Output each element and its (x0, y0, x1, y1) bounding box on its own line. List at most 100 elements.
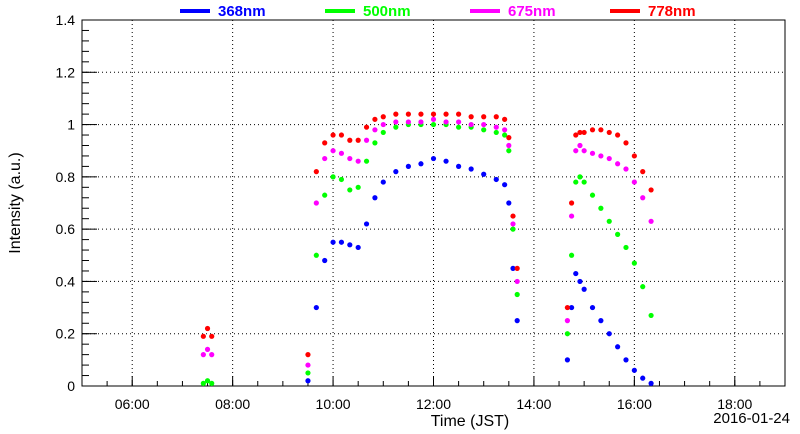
data-point (640, 284, 646, 290)
data-point (581, 179, 587, 185)
data-point (372, 116, 378, 122)
data-point (347, 155, 353, 162)
data-point (456, 119, 462, 125)
data-point (615, 231, 621, 237)
data-point (568, 213, 575, 219)
data-point (330, 148, 336, 154)
data-point (204, 346, 211, 352)
data-point (577, 142, 583, 149)
data-point (322, 257, 328, 264)
data-point (564, 357, 571, 363)
data-point (305, 370, 311, 376)
data-point (506, 142, 512, 149)
data-point (322, 140, 328, 146)
x-axis-title: Time (JST) (431, 413, 510, 430)
data-point (631, 179, 637, 185)
data-point (430, 116, 437, 122)
plot-frame (81, 19, 786, 387)
data-point (393, 124, 399, 130)
data-point (481, 127, 487, 133)
data-point (418, 161, 424, 167)
data-point (564, 331, 571, 337)
data-point (481, 171, 487, 177)
legend-label: 500nm (363, 3, 411, 20)
data-point (363, 221, 370, 227)
data-point (338, 150, 345, 156)
x-tick-label: 16:00 (617, 396, 652, 412)
data-point (209, 352, 215, 358)
data-point (330, 239, 336, 245)
data-point (631, 153, 637, 159)
data-point (606, 155, 612, 162)
data-point (405, 111, 411, 117)
data-point (564, 304, 571, 311)
data-point (493, 124, 499, 130)
data-point (355, 244, 361, 251)
data-point (372, 140, 378, 146)
data-point (506, 200, 512, 206)
data-point (481, 121, 487, 128)
y-tick-label: 1.2 (56, 64, 76, 80)
x-tick-label: 08:00 (215, 396, 250, 412)
y-tick-label: 0 (67, 378, 75, 394)
data-point (573, 148, 579, 154)
data-point (623, 244, 629, 251)
x-tick-labels: 06:00 08:00 10:00 12:00 14:00 16:00 18:00 (115, 396, 753, 412)
y-tick-label: 0.2 (56, 326, 76, 342)
data-point (648, 187, 654, 193)
data-point (456, 111, 462, 117)
data-point (209, 333, 215, 339)
data-point (589, 150, 596, 156)
data-point (372, 127, 378, 133)
data-point (338, 176, 345, 183)
data-point (510, 226, 516, 232)
data-point (347, 242, 353, 248)
data-point (418, 111, 424, 117)
data-point (204, 325, 211, 332)
data-point (640, 195, 646, 201)
data-point (481, 114, 487, 120)
data-point (506, 135, 512, 141)
data-point (589, 192, 596, 198)
data-point (204, 378, 211, 384)
data-point (468, 114, 474, 120)
data-point (581, 129, 587, 136)
data-point (380, 114, 386, 120)
data-point (510, 221, 516, 227)
data-point (330, 174, 336, 180)
x-tick-label: 14:00 (516, 396, 551, 412)
legend-label: 675nm (508, 3, 556, 20)
data-point (493, 176, 499, 183)
data-point (209, 380, 215, 386)
series-500nm (200, 121, 654, 386)
data-point (615, 161, 621, 167)
data-point (363, 137, 370, 143)
data-point (573, 132, 579, 138)
data-point (313, 200, 319, 206)
data-point (430, 111, 437, 117)
data-point (615, 132, 621, 138)
data-point (305, 378, 311, 384)
data-point (623, 140, 629, 146)
data-point (338, 132, 345, 138)
data-point (598, 127, 604, 133)
x-tick-label: 12:00 (416, 396, 451, 412)
data-point (393, 119, 399, 125)
data-point (623, 166, 629, 172)
y-axis-title: Intensity (a.u.) (7, 152, 24, 253)
data-point (573, 179, 579, 185)
data-point (606, 129, 612, 136)
y-tick-label: 0.4 (56, 273, 76, 289)
data-point (405, 119, 411, 125)
data-point (606, 331, 612, 337)
data-point (568, 252, 575, 258)
data-point (648, 380, 654, 386)
data-point (581, 286, 587, 292)
data-point (338, 239, 345, 245)
data-point (363, 124, 370, 130)
data-point (510, 213, 516, 219)
data-point (200, 333, 206, 339)
x-tick-label: 18:00 (717, 396, 752, 412)
data-point (313, 252, 319, 258)
data-point (648, 218, 654, 224)
